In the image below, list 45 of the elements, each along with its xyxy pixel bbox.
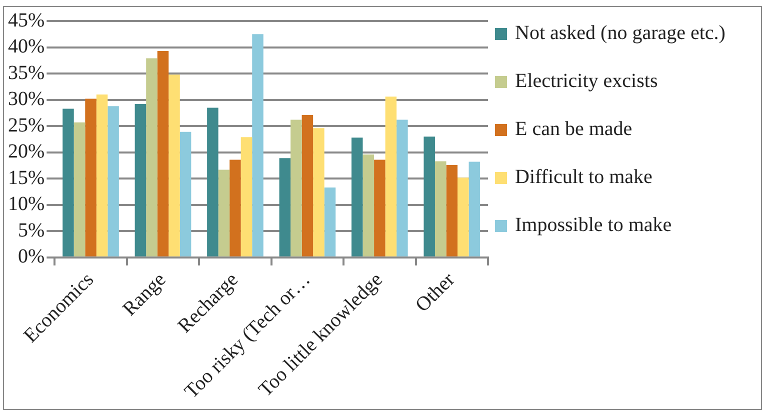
bar: [168, 74, 180, 256]
bar: [324, 188, 336, 256]
bar: [468, 162, 480, 256]
bar: [96, 94, 108, 256]
bar: [134, 104, 146, 256]
legend-label: Electricity excists: [515, 69, 658, 94]
y-tick-label: 5%: [18, 219, 45, 242]
y-tick-label: 0%: [18, 246, 45, 268]
bar: [446, 164, 458, 256]
legend-label: E can be made: [515, 117, 632, 142]
y-tick-label: 35%: [8, 62, 45, 84]
y-tick-label: 45%: [8, 9, 45, 32]
y-tick-label: 30%: [8, 88, 45, 110]
bar: [62, 108, 74, 256]
bar: [252, 34, 264, 256]
bar: [424, 136, 435, 256]
y-tick-label: 40%: [8, 36, 45, 58]
bar: [385, 96, 397, 256]
y-tick-label: 20%: [8, 140, 45, 163]
bar: [230, 160, 241, 256]
bar: [396, 120, 408, 256]
bar: [302, 115, 314, 256]
legend-label: Not asked (no garage etc.): [515, 21, 726, 46]
bar: [207, 108, 218, 256]
bar: [279, 158, 291, 256]
bar: [240, 137, 252, 256]
bar: [458, 178, 469, 256]
bar: [313, 128, 324, 256]
y-tick-label: 15%: [8, 166, 45, 189]
bar: [85, 98, 96, 256]
bar: [352, 138, 363, 256]
bar: [180, 132, 192, 256]
legend-label: Impossible to make: [515, 213, 672, 238]
legend-label: Difficult to make: [515, 165, 652, 190]
bar: [157, 50, 169, 256]
bar: [218, 170, 230, 256]
y-tick-label: 25%: [8, 114, 45, 136]
bar: [374, 160, 386, 256]
bar: [434, 161, 446, 256]
bar: [108, 106, 119, 256]
bar: [362, 154, 374, 256]
bar: [290, 120, 302, 256]
bar: [146, 58, 158, 256]
bar: [74, 122, 86, 256]
y-tick-label: 10%: [8, 193, 45, 216]
